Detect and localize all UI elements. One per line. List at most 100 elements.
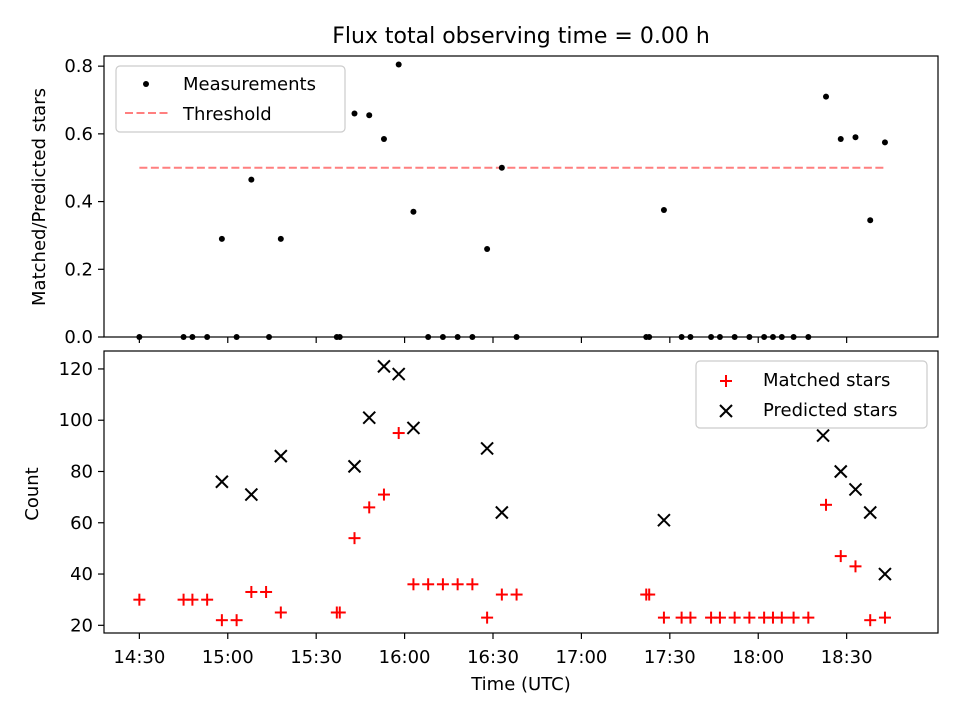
matched-stars-point	[728, 611, 741, 624]
matched-stars-point	[802, 611, 815, 624]
measurements-point	[867, 217, 874, 224]
bottom-plot-frame	[103, 350, 939, 634]
x-tick-label: 16:00	[379, 647, 431, 668]
measurements-point	[823, 93, 830, 100]
legend-predicted-marker	[719, 404, 733, 418]
x-axis-label: Time (UTC)	[470, 674, 571, 695]
bottom-y-tick-label: 100	[59, 410, 93, 431]
measurements-point	[277, 235, 284, 242]
measurements-point	[218, 235, 225, 242]
matched-stars-point	[422, 578, 435, 591]
x-tick-label: 18:30	[821, 647, 873, 668]
measurements-point	[395, 61, 402, 68]
predicted-stars-point	[816, 428, 830, 443]
predicted-stars-point	[347, 459, 362, 474]
matched-stars-point	[133, 593, 146, 606]
matched-stars-point	[684, 611, 697, 624]
measurements-point	[351, 110, 358, 117]
matched-stars-point	[451, 578, 464, 591]
chart-title: Flux total observing time = 0.00 h	[332, 24, 710, 49]
predicted-stars-point	[406, 421, 421, 435]
x-tick-label: 15:00	[202, 647, 254, 668]
measurements-point	[366, 112, 373, 119]
matched-stars-point	[436, 578, 449, 591]
matched-stars-point	[657, 611, 670, 624]
top-y-tick-label: 0.4	[64, 192, 93, 213]
bottom-y-tick-label: 120	[59, 359, 93, 380]
matched-stars-point	[820, 498, 833, 511]
predicted-stars-point	[244, 487, 259, 502]
top-plot-frame	[103, 55, 939, 338]
matched-stars-point	[274, 606, 287, 619]
predicted-stars-point	[480, 441, 494, 456]
x-tick-label: 17:00	[555, 647, 607, 668]
matched-stars-point	[363, 501, 376, 514]
matched-stars-point	[834, 550, 847, 563]
measurements-point	[248, 176, 255, 183]
measurements-point	[881, 139, 888, 146]
top-y-tick-label: 0.8	[64, 56, 93, 77]
x-tick-label: 16:30	[467, 647, 519, 668]
predicted-stars-point	[834, 464, 848, 479]
x-tick-label: 15:30	[290, 647, 342, 668]
bottom-y-tick-label: 60	[70, 513, 93, 534]
matched-stars-point	[377, 488, 390, 501]
predicted-stars-point	[848, 482, 863, 497]
matched-stars-point	[333, 606, 346, 619]
matched-stars-point	[392, 427, 405, 440]
predicted-stars-point	[377, 359, 391, 374]
top-y-axis-label: Matched/Predicted stars	[29, 88, 50, 306]
matched-stars-point	[481, 611, 494, 624]
bottom-y-tick-label: 80	[70, 461, 93, 482]
matched-stars-point	[201, 593, 214, 606]
predicted-stars-point	[863, 505, 877, 520]
matched-stars-point	[787, 611, 800, 624]
matched-stars-point	[878, 611, 891, 624]
matched-stars-point	[495, 588, 508, 601]
matched-stars-point	[864, 614, 877, 627]
legend-measurements-label: Measurements	[183, 74, 316, 95]
predicted-stars-point	[274, 449, 288, 463]
bottom-legend: Matched stars Predicted stars	[695, 360, 928, 429]
predicted-stars-point	[878, 567, 892, 581]
predicted-stars-point	[215, 475, 229, 489]
matched-stars-point	[643, 588, 656, 601]
matched-stars-point	[215, 614, 228, 627]
matched-stars-point	[510, 588, 523, 601]
predicted-stars-point	[362, 410, 376, 425]
matched-stars-point	[743, 611, 756, 624]
bottom-legend-box	[695, 360, 928, 429]
predicted-stars-point	[495, 505, 509, 520]
measurements-point	[498, 164, 505, 171]
top-y-tick-label: 0.2	[64, 259, 93, 280]
bottom-panel: 14:30 15:00 15:30 16:00 16:30 17:00 17:30 18:00…	[59, 350, 939, 668]
predicted-stars-point	[657, 513, 671, 527]
measurements-point	[837, 135, 844, 142]
legend-threshold-label: Threshold	[182, 104, 272, 125]
matched-stars-point	[348, 532, 361, 545]
legend-matched-label: Matched stars	[763, 370, 890, 391]
matched-stars-point	[186, 593, 199, 606]
measurements-point	[852, 134, 859, 141]
x-tick-label: 18:00	[732, 647, 784, 668]
matched-stars-point	[230, 614, 243, 627]
top-y-tick-label: 0.6	[64, 124, 93, 145]
legend-matched-marker	[720, 375, 732, 387]
matched-stars-point	[466, 578, 479, 591]
top-panel: 0.0 0.2 0.4 0.6 0.8	[64, 55, 939, 348]
x-tick-label: 14:30	[113, 647, 165, 668]
bottom-y-axis-label: Count	[22, 467, 43, 520]
matched-stars-point	[260, 585, 273, 598]
measurements-point	[380, 135, 387, 142]
matched-stars-point	[245, 585, 258, 598]
matched-stars-point	[849, 560, 862, 573]
legend-predicted-label: Predicted stars	[763, 400, 897, 421]
top-legend-box	[115, 65, 346, 133]
measurements-point	[410, 208, 417, 215]
top-y-tick-label: 0.0	[64, 327, 93, 348]
legend-measurements-marker	[143, 81, 149, 87]
top-legend: Measurements Threshold	[115, 65, 346, 133]
matched-stars-point	[713, 611, 726, 624]
predicted-stars-point	[391, 367, 406, 381]
